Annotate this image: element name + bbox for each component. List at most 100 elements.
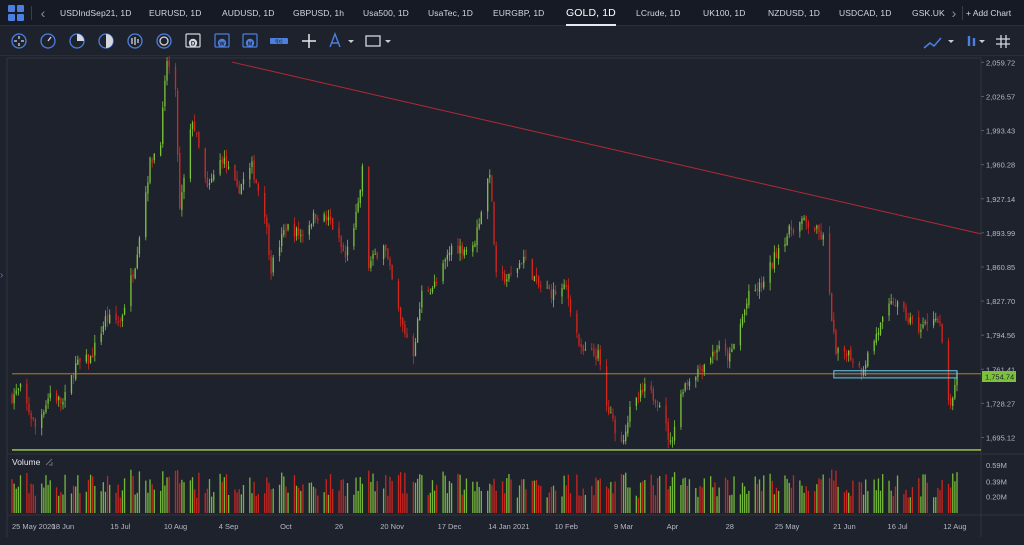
volume-bar: [935, 497, 937, 513]
crosshair-icon[interactable]: [302, 34, 316, 48]
volume-bar: [508, 474, 510, 513]
candle-down: [939, 321, 941, 324]
volume-bar: [332, 488, 334, 513]
candle-up: [561, 288, 563, 297]
candle-up: [622, 439, 625, 443]
svg-text:f(x): f(x): [275, 39, 283, 45]
chart-area[interactable]: › 2,059.72 2,026.57 1,993.43 1,960.28 1,927.…: [0, 54, 1024, 540]
volume-bar: [147, 492, 149, 513]
candle-up: [644, 383, 646, 392]
tab-audusd[interactable]: AUDUSD, 1D: [222, 8, 275, 18]
volume-bar: [561, 496, 563, 513]
price-chart[interactable]: › 2,059.72 2,026.57 1,993.43 1,960.28 1,927.…: [0, 54, 1024, 540]
volume-bar: [134, 494, 136, 513]
tab-eurusd[interactable]: EURUSD, 1D: [149, 8, 202, 18]
tabs-scroll-right-icon[interactable]: ›: [951, 5, 957, 21]
volume-bar: [610, 481, 612, 513]
candle-up: [414, 342, 417, 357]
candle-up: [219, 160, 221, 175]
candle-up: [147, 182, 149, 194]
time-tick-label: 17 Dec: [438, 522, 462, 531]
candle-down: [580, 343, 582, 348]
tab-usdindsep21[interactable]: USDIndSep21, 1D: [60, 8, 132, 18]
volume-bar: [671, 477, 674, 513]
volume-bar: [535, 480, 538, 513]
calendar-d-icon[interactable]: D: [185, 33, 201, 48]
indicator-icon[interactable]: f(x): [270, 38, 288, 45]
tab-gbpusd[interactable]: GBPUSD, 1h: [293, 8, 345, 18]
volume-settings-icon[interactable]: [45, 458, 53, 466]
volume-bar: [253, 481, 255, 513]
tab-usdcad[interactable]: USDCAD, 1D: [839, 8, 892, 18]
bar-circle-icon[interactable]: [127, 33, 143, 49]
volume-bar: [833, 480, 835, 513]
candle-up: [523, 256, 525, 264]
ring-circle-icon[interactable]: [156, 33, 172, 49]
volume-bar: [941, 479, 943, 513]
volume-bar: [34, 495, 37, 513]
tab-gsk-uk[interactable]: GSK.UK: [912, 8, 945, 18]
candle-up: [935, 318, 937, 321]
volume-bar: [370, 481, 372, 513]
half-circle-icon[interactable]: [98, 33, 114, 49]
expand-panel-icon[interactable]: ›: [0, 270, 3, 281]
draw-pen-icon[interactable]: [329, 32, 354, 48]
volume-bar: [760, 490, 763, 513]
pie-circle-icon[interactable]: [69, 33, 85, 49]
volume-bar: [257, 494, 259, 513]
volume-bar: [701, 487, 703, 513]
tab-nzdusd[interactable]: NZDUSD, 1D: [768, 8, 821, 18]
clock-circle-icon[interactable]: [40, 33, 56, 49]
chart-type-icon[interactable]: [923, 37, 954, 49]
volume-bar: [255, 495, 257, 513]
volume-bar: [771, 480, 773, 513]
time-tick-label: Apr: [667, 522, 679, 531]
candle-down: [771, 263, 773, 267]
add-chart-button[interactable]: + Add Chart: [966, 8, 1012, 18]
volume-bar: [816, 484, 818, 513]
calendar-w-icon[interactable]: W: [214, 33, 230, 48]
tabs-scroll-left-icon[interactable]: ‹: [40, 5, 46, 21]
volume-bar: [457, 473, 459, 513]
crosshair-circle-icon[interactable]: [11, 33, 27, 49]
volume-bar: [939, 490, 941, 513]
volume-bar: [890, 490, 892, 513]
volume-bar: [295, 485, 298, 513]
tab-eurgbp[interactable]: EURGBP, 1D: [493, 8, 545, 18]
settings-sliders-icon[interactable]: [967, 36, 985, 46]
layout-grid-icon[interactable]: [8, 5, 24, 21]
volume-bar: [552, 485, 555, 513]
volume-bar: [181, 479, 183, 513]
tab-usa500[interactable]: Usa500, 1D: [363, 8, 409, 18]
chart-background: [0, 56, 1024, 540]
candle-up: [145, 192, 147, 238]
tab-usatec[interactable]: UsaTec, 1D: [428, 8, 473, 18]
tab-lcrude[interactable]: LCrude, 1D: [636, 8, 681, 18]
divider: [962, 6, 963, 20]
volume-bar: [726, 479, 729, 513]
grid-hash-icon[interactable]: [996, 35, 1010, 48]
tab-uk100[interactable]: UK100, 1D: [703, 8, 746, 18]
tab-gold[interactable]: GOLD, 1D: [566, 0, 616, 26]
candle-down: [807, 222, 810, 228]
volume-bar: [576, 474, 578, 513]
candle-up: [784, 244, 786, 247]
volume-bar: [763, 475, 765, 513]
candle-up: [563, 284, 565, 290]
candle-up: [295, 228, 298, 236]
candle-up: [476, 227, 478, 246]
volume-bar: [867, 491, 869, 513]
candle-down: [206, 177, 209, 187]
candle-down: [30, 412, 32, 419]
volume-bar: [805, 486, 807, 513]
rectangle-icon[interactable]: [365, 35, 391, 47]
candle-up: [875, 334, 877, 343]
candle-down: [818, 225, 820, 233]
calendar-m-icon[interactable]: M: [242, 33, 258, 48]
candle-down: [406, 333, 408, 338]
volume-bar: [792, 475, 795, 513]
candle-up: [89, 355, 92, 364]
volume-bar: [399, 472, 402, 513]
volume-bar: [459, 474, 461, 513]
